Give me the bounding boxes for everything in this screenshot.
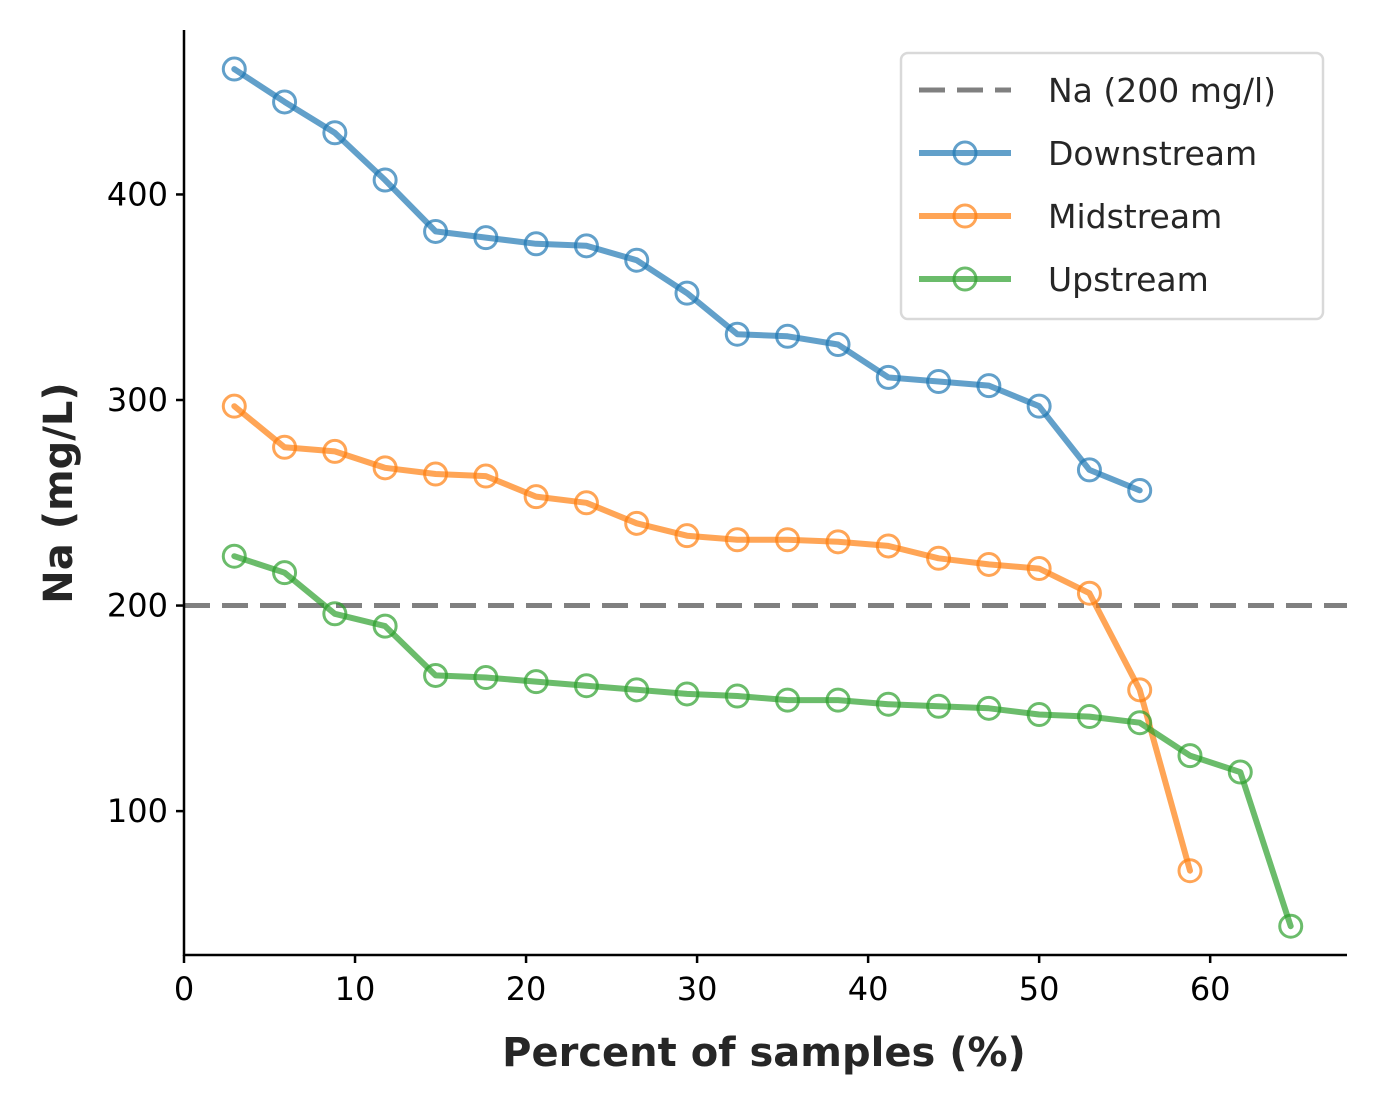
data-point-upstream <box>1127 710 1153 736</box>
data-point-downstream <box>976 373 1002 399</box>
legend-label-downstream: Downstream <box>1048 134 1257 173</box>
data-point-midstream <box>272 434 298 460</box>
data-point-midstream <box>523 484 549 510</box>
data-point-midstream <box>1127 677 1153 703</box>
data-point-midstream <box>825 529 851 555</box>
data-point-upstream <box>322 601 348 627</box>
data-point-midstream <box>624 510 650 536</box>
data-point-downstream <box>724 321 750 347</box>
data-point-downstream <box>624 247 650 273</box>
y-tick-label: 300 <box>107 381 168 419</box>
data-point-upstream <box>272 560 298 586</box>
legend-frame <box>899 51 1325 321</box>
data-point-upstream <box>875 691 901 717</box>
data-point-upstream <box>573 673 599 699</box>
data-point-midstream <box>926 545 952 571</box>
data-point-midstream <box>1076 580 1102 606</box>
data-point-downstream <box>825 332 851 357</box>
data-point-downstream <box>221 56 247 82</box>
data-point-upstream <box>926 693 952 719</box>
data-point-upstream <box>372 613 398 639</box>
data-point-upstream <box>473 665 499 690</box>
data-point-upstream <box>523 669 549 695</box>
axes-group <box>182 30 1347 957</box>
series-group <box>221 56 1304 939</box>
data-point-midstream <box>423 461 449 487</box>
data-point-downstream <box>875 364 901 390</box>
data-point-downstream <box>1127 477 1153 503</box>
data-point-midstream <box>372 455 398 481</box>
data-point-downstream <box>272 89 298 115</box>
data-point-downstream <box>573 233 599 259</box>
data-point-downstream <box>473 225 499 251</box>
data-point-midstream <box>1177 858 1203 884</box>
data-point-upstream <box>674 681 700 707</box>
legend-label-midstream: Midstream <box>1048 197 1222 236</box>
data-point-upstream <box>724 683 750 709</box>
ticks-group: 0 10 20 30 40 50 60 100 200 300 400 <box>107 175 1231 1008</box>
data-point-midstream <box>976 551 1002 577</box>
y-tick-label: 400 <box>107 175 168 213</box>
data-point-downstream <box>674 280 700 306</box>
data-point-upstream <box>1076 704 1102 730</box>
legend-marker-midstream <box>952 203 978 229</box>
data-point-downstream <box>372 167 398 193</box>
series-line-upstream <box>231 553 1294 930</box>
data-point-upstream <box>1026 702 1052 727</box>
x-tick-label: 20 <box>506 970 547 1008</box>
data-point-downstream <box>1076 457 1102 483</box>
data-point-upstream <box>624 677 650 703</box>
legend-label-upstream: Upstream <box>1048 260 1209 299</box>
data-point-upstream <box>1227 759 1253 785</box>
data-point-upstream <box>775 687 801 713</box>
data-point-midstream <box>322 438 348 464</box>
series-line-downstream <box>231 66 1143 494</box>
y-tick-label: 100 <box>107 792 168 830</box>
x-tick-label: 10 <box>335 970 376 1008</box>
x-tick-label: 0 <box>174 970 194 1008</box>
series-line-midstream <box>231 403 1193 874</box>
x-tick-label: 30 <box>677 970 718 1008</box>
data-point-midstream <box>1026 556 1052 582</box>
data-point-midstream <box>473 463 499 489</box>
data-point-midstream <box>775 527 801 553</box>
data-point-upstream <box>1177 743 1203 769</box>
data-point-upstream <box>976 695 1002 721</box>
x-tick-label: 40 <box>848 970 889 1008</box>
legend-marker-downstream <box>952 140 978 166</box>
x-tick-label: 50 <box>1019 970 1060 1008</box>
data-point-midstream <box>573 490 599 516</box>
data-point-downstream <box>775 323 801 349</box>
data-point-midstream <box>724 527 750 553</box>
data-point-downstream <box>926 369 952 394</box>
data-point-downstream <box>423 218 449 244</box>
data-point-midstream <box>221 393 247 419</box>
data-point-downstream <box>322 120 348 146</box>
data-point-upstream <box>825 687 851 713</box>
data-point-upstream <box>423 662 449 688</box>
legend-label-na-200-mg-l: Na (200 mg/l) <box>1048 71 1276 110</box>
data-point-upstream <box>1278 913 1304 939</box>
legend-marker-upstream <box>952 266 978 292</box>
data-point-upstream <box>221 543 247 569</box>
x-tick-label: 60 <box>1190 970 1231 1008</box>
data-point-downstream <box>1026 393 1052 419</box>
y-tick-label: 200 <box>107 587 168 625</box>
data-point-downstream <box>523 231 549 257</box>
legend: Na (200 mg/l) Downstream Midstream Upstream <box>899 51 1325 321</box>
x-axis-title: Percent of samples (%) <box>502 1030 1026 1076</box>
data-point-midstream <box>875 533 901 559</box>
y-axis-title: Na (mg/L) <box>36 382 82 603</box>
data-point-midstream <box>674 523 700 549</box>
